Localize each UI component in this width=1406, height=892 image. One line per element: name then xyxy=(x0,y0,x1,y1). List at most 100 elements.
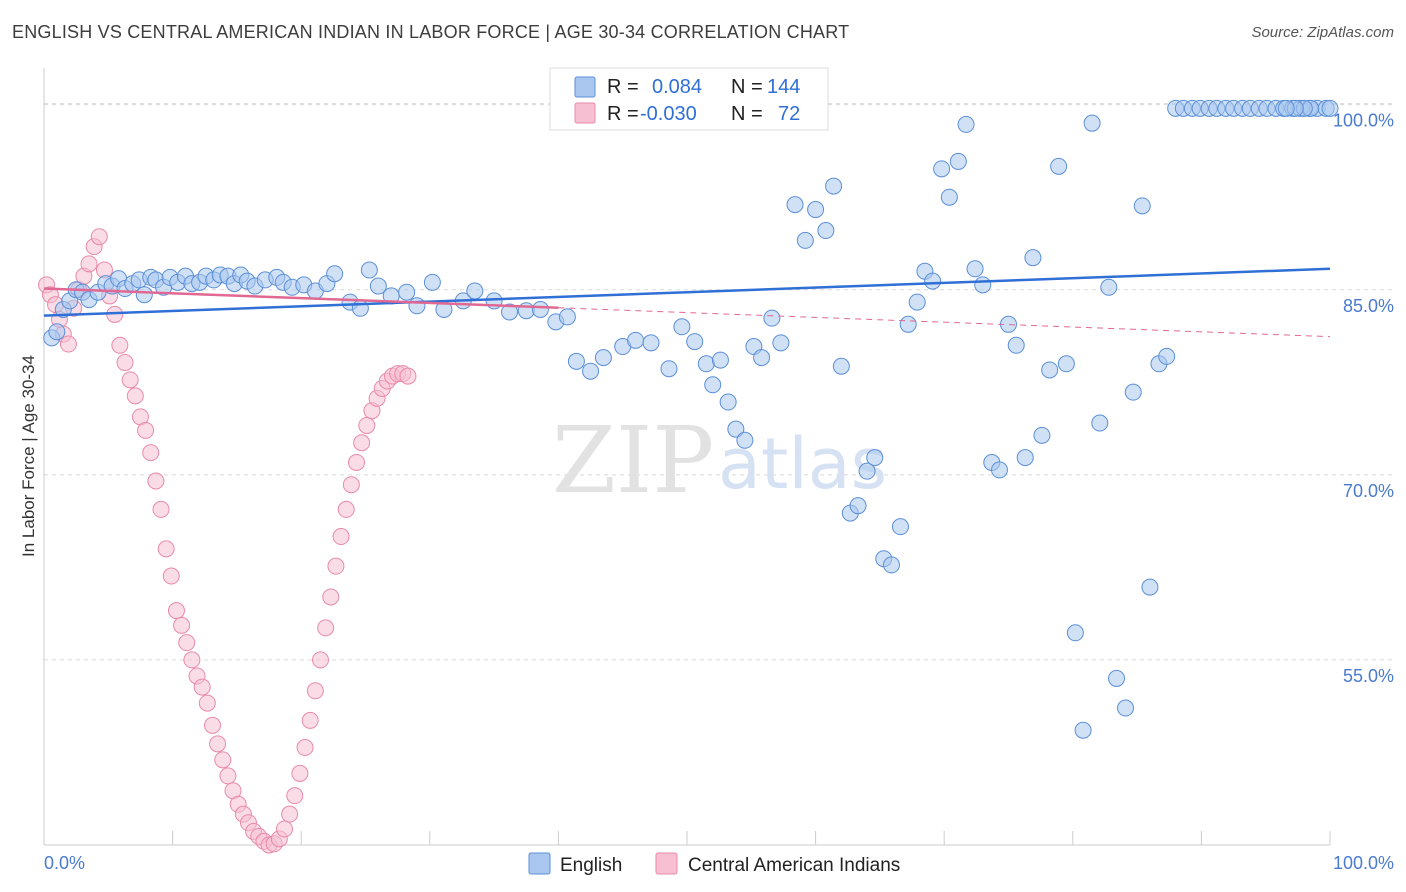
english-point xyxy=(711,351,729,369)
watermark: ZIP atlas xyxy=(552,407,887,514)
english-point xyxy=(697,355,715,373)
english-point xyxy=(673,318,691,336)
central-point xyxy=(126,387,144,405)
english-point xyxy=(719,393,737,411)
english-points xyxy=(43,99,1339,739)
central-point xyxy=(142,444,160,462)
english-point xyxy=(48,323,66,341)
english-point xyxy=(908,293,926,311)
english-point xyxy=(466,282,484,300)
english-point xyxy=(1074,721,1092,739)
legend-box xyxy=(549,67,829,131)
central-point xyxy=(286,787,304,805)
legend-english-n-value: 144 xyxy=(767,76,800,98)
english-point xyxy=(990,461,1008,479)
central-point xyxy=(137,421,155,439)
english-point xyxy=(924,272,942,290)
central-point xyxy=(337,500,355,518)
central-point xyxy=(291,764,309,782)
central-trend-line-dashed xyxy=(558,307,1331,338)
english-point xyxy=(807,201,825,219)
english-point xyxy=(326,265,344,283)
legend-central-swatch xyxy=(574,102,596,124)
central-point xyxy=(306,682,324,700)
english-point xyxy=(1100,278,1118,296)
english-point xyxy=(1016,449,1034,467)
y-tick-label: 70.0% xyxy=(1343,481,1394,501)
legend-central-n-value: 72 xyxy=(778,103,800,125)
english-point xyxy=(1041,361,1059,379)
english-point xyxy=(1321,99,1339,117)
legend: R = 0.084 N = 144 R = -0.030 N = 72 xyxy=(549,67,829,131)
legend-english-swatch xyxy=(574,76,596,98)
english-point xyxy=(949,152,967,170)
central-point xyxy=(147,472,165,490)
english-point xyxy=(423,273,441,291)
legend-english-n-label: N = xyxy=(731,76,763,98)
english-point xyxy=(1007,336,1025,354)
legend-central-n-label: N = xyxy=(731,103,763,125)
central-point xyxy=(178,634,196,652)
x-tick-label: 100.0% xyxy=(1333,853,1394,873)
english-point xyxy=(974,276,992,294)
english-point xyxy=(135,286,153,304)
english-point xyxy=(1141,578,1159,596)
english-point xyxy=(1124,383,1142,401)
english-point xyxy=(940,188,958,206)
english-point xyxy=(1033,426,1051,444)
y-tick-label: 85.0% xyxy=(1343,296,1394,316)
y-tick-label: 100.0% xyxy=(1333,111,1394,131)
english-point xyxy=(1057,355,1075,373)
central-point xyxy=(281,805,299,823)
english-point xyxy=(408,297,426,315)
english-point xyxy=(660,360,678,378)
central-point xyxy=(193,678,211,696)
central-point xyxy=(332,528,350,546)
bottom-legend-central-label: Central American Indians xyxy=(688,855,900,876)
y-tick-label: 55.0% xyxy=(1343,666,1394,686)
english-point xyxy=(1066,624,1084,642)
central-point xyxy=(121,371,139,389)
english-point xyxy=(753,349,771,367)
central-point xyxy=(322,588,340,606)
english-trend-line xyxy=(43,267,1331,317)
english-point xyxy=(772,334,790,352)
central-point xyxy=(203,716,221,734)
english-point xyxy=(582,362,600,380)
x-tick-label: 0.0% xyxy=(44,853,85,873)
english-point xyxy=(1050,157,1068,175)
english-point xyxy=(849,497,867,515)
central-point xyxy=(327,557,345,575)
english-point xyxy=(398,283,416,301)
bottom-legend-central-swatch xyxy=(655,852,678,875)
central-point xyxy=(358,416,376,434)
central-point xyxy=(399,367,417,385)
central-point xyxy=(317,619,335,637)
central-point xyxy=(111,336,129,354)
english-point xyxy=(736,431,754,449)
central-point xyxy=(173,616,191,634)
english-point xyxy=(882,556,900,574)
english-point xyxy=(567,352,585,370)
bottom-legend-english-label: English xyxy=(560,855,622,876)
central-point xyxy=(209,735,227,753)
english-point xyxy=(558,308,576,326)
central-point xyxy=(116,354,134,372)
legend-central-r-label: R = xyxy=(607,103,639,125)
english-point xyxy=(763,309,781,327)
english-point xyxy=(1108,669,1126,687)
english-point xyxy=(786,196,804,214)
central-trend-line xyxy=(43,287,559,310)
chart-title: ENGLISH VS CENTRAL AMERICAN INDIAN IN LA… xyxy=(12,22,850,42)
central-point xyxy=(311,651,329,669)
central-point xyxy=(183,651,201,669)
english-point xyxy=(360,261,378,279)
central-point xyxy=(167,602,185,620)
english-point xyxy=(1024,249,1042,267)
english-point xyxy=(966,260,984,278)
central-american-indians-points xyxy=(38,228,417,854)
english-point xyxy=(1133,197,1151,215)
legend-english-r-value: 0.084 xyxy=(652,76,702,98)
trend-lines xyxy=(43,267,1331,338)
